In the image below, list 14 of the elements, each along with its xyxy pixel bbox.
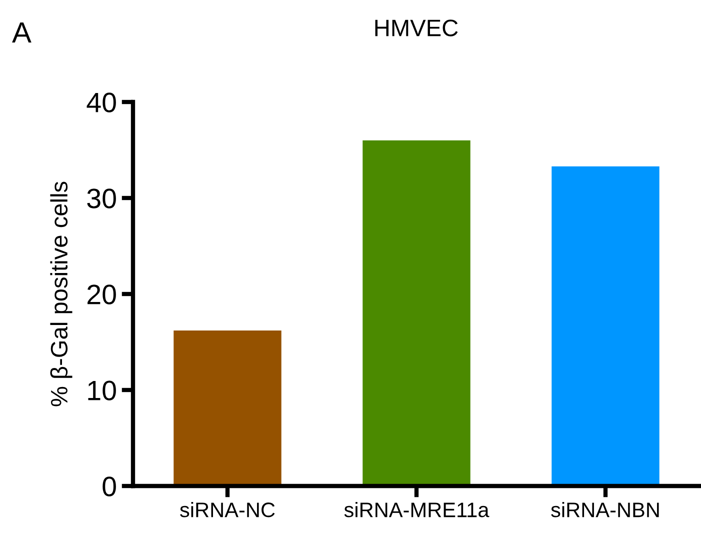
text: A <box>12 22 32 43</box>
y-tick-label: 0 <box>102 476 116 496</box>
x-tick-label: siRNA-NBN <box>551 502 659 518</box>
y-tick-label: 40 <box>86 92 116 112</box>
bar <box>362 140 470 486</box>
y-tick-label: 10 <box>88 380 116 400</box>
bar <box>174 330 282 486</box>
y-tick-label: 30 <box>87 188 116 208</box>
bar <box>552 166 660 486</box>
y-tick-label: 20 <box>88 284 116 304</box>
chart-title: HMVEC <box>375 20 458 36</box>
y-axis-title: % β-Gal positive cells <box>50 182 72 406</box>
x-tick-label: siRNA-MRE11a <box>344 502 490 518</box>
x-tick-label: siRNA-NC <box>180 502 275 518</box>
